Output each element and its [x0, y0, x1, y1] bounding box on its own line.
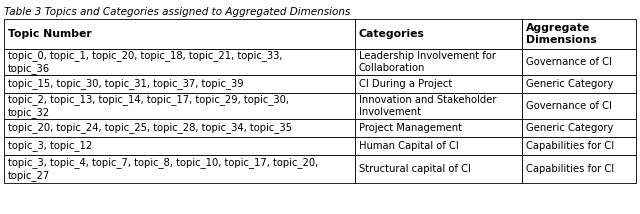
Text: Project Management: Project Management [359, 123, 462, 133]
Bar [522, 49, 636, 75]
Bar [4, 137, 355, 155]
Text: topic_3, topic_4, topic_7, topic_8, topic_10, topic_17, topic_20,
topic_27: topic_3, topic_4, topic_7, topic_8, topi… [8, 157, 318, 181]
Bar [355, 119, 522, 137]
Text: Human Capital of CI: Human Capital of CI [359, 141, 458, 151]
Bar [4, 75, 355, 93]
Text: Topic Number: Topic Number [8, 29, 92, 39]
Text: Leadership Involvement for
Collaboration: Leadership Involvement for Collaboration [359, 51, 496, 73]
Bar [4, 93, 355, 119]
Text: CI During a Project: CI During a Project [359, 79, 452, 89]
Bar [4, 155, 355, 183]
Bar [355, 75, 522, 93]
Bar [522, 119, 636, 137]
Text: Governance of CI: Governance of CI [526, 101, 612, 111]
Text: Innovation and Stakeholder
Involvement: Innovation and Stakeholder Involvement [359, 95, 496, 117]
Bar [355, 155, 522, 183]
Bar [522, 93, 636, 119]
Text: Table 3 Topics and Categories assigned to Aggregated Dimensions: Table 3 Topics and Categories assigned t… [4, 7, 350, 17]
Bar [355, 19, 522, 49]
Text: Governance of CI: Governance of CI [526, 57, 612, 67]
Text: topic_15, topic_30, topic_31, topic_37, topic_39: topic_15, topic_30, topic_31, topic_37, … [8, 79, 244, 89]
Bar [522, 155, 636, 183]
Bar [522, 75, 636, 93]
Bar [4, 19, 355, 49]
Bar [522, 137, 636, 155]
Text: Capabilities for CI: Capabilities for CI [526, 164, 614, 174]
Bar [355, 137, 522, 155]
Text: Structural capital of CI: Structural capital of CI [359, 164, 470, 174]
Text: Aggregate
Dimensions: Aggregate Dimensions [526, 23, 597, 45]
Text: Categories: Categories [359, 29, 424, 39]
Text: topic_0, topic_1, topic_20, topic_18, topic_21, topic_33,
topic_36: topic_0, topic_1, topic_20, topic_18, to… [8, 50, 282, 74]
Bar [4, 49, 355, 75]
Bar [355, 49, 522, 75]
Text: topic_20, topic_24, topic_25, topic_28, topic_34, topic_35: topic_20, topic_24, topic_25, topic_28, … [8, 123, 292, 134]
Text: Capabilities for CI: Capabilities for CI [526, 141, 614, 151]
Bar [522, 19, 636, 49]
Text: Generic Category: Generic Category [526, 79, 614, 89]
Text: Generic Category: Generic Category [526, 123, 614, 133]
Text: topic_2, topic_13, topic_14, topic_17, topic_29, topic_30,
topic_32: topic_2, topic_13, topic_14, topic_17, t… [8, 94, 289, 118]
Bar [4, 119, 355, 137]
Text: topic_3, topic_12: topic_3, topic_12 [8, 141, 92, 152]
Bar [355, 93, 522, 119]
